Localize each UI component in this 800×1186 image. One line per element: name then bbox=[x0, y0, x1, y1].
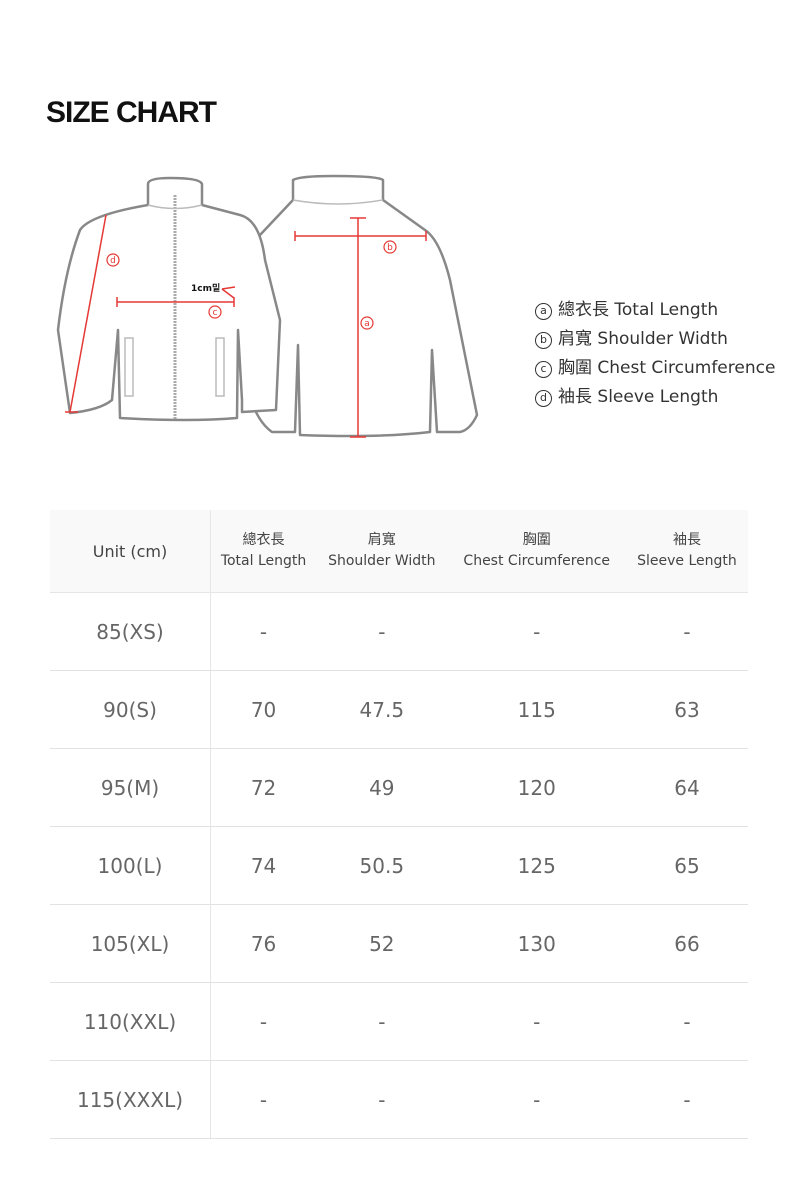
size-cell: 95(M) bbox=[50, 748, 211, 827]
column-header: 肩寬 Shoulder Width bbox=[316, 510, 448, 593]
value-cell: 50.5 bbox=[316, 826, 448, 905]
size-cell: 105(XL) bbox=[50, 904, 211, 983]
table-row: 90(S) 70 47.5 115 63 bbox=[50, 670, 748, 749]
value-cell: - bbox=[447, 1060, 626, 1139]
value-cell: 130 bbox=[447, 904, 626, 983]
jacket-back bbox=[243, 174, 479, 438]
value-cell: 65 bbox=[625, 826, 748, 905]
table-row: 95(M) 72 49 120 64 bbox=[50, 748, 748, 827]
value-cell: - bbox=[210, 1060, 317, 1139]
table-row: 110(XXL) - - - - bbox=[50, 982, 748, 1061]
unit-header: Unit (cm) bbox=[50, 510, 211, 593]
value-cell: 76 bbox=[210, 904, 317, 983]
label-d: d bbox=[110, 256, 116, 266]
column-header: 胸圍 Chest Circumference bbox=[447, 510, 626, 593]
table-row: 105(XL) 76 52 130 66 bbox=[50, 904, 748, 983]
size-cell: 100(L) bbox=[50, 826, 211, 905]
note-1cm: 1cm밑 bbox=[191, 282, 220, 294]
value-cell: 49 bbox=[316, 748, 448, 827]
value-cell: - bbox=[316, 592, 448, 671]
value-cell: - bbox=[625, 592, 748, 671]
jacket-diagram: d c b a 1cm밑 bbox=[56, 174, 479, 438]
size-cell: 85(XS) bbox=[50, 592, 211, 671]
value-cell: 52 bbox=[316, 904, 448, 983]
size-cell: 90(S) bbox=[50, 670, 211, 749]
size-cell: 115(XXXL) bbox=[50, 1060, 211, 1139]
legend-item: d 袖長 Sleeve Length bbox=[535, 383, 775, 412]
value-cell: - bbox=[316, 982, 448, 1061]
measurement-legend: a 總衣長 Total Length b 肩寬 Shoulder Width c 胸圍… bbox=[535, 296, 775, 412]
value-cell: 63 bbox=[625, 670, 748, 749]
value-cell: - bbox=[210, 982, 317, 1061]
value-cell: 74 bbox=[210, 826, 317, 905]
column-header: 袖長 Sleeve Length bbox=[625, 510, 748, 593]
legend-item: a 總衣長 Total Length bbox=[535, 296, 775, 325]
value-cell: 72 bbox=[210, 748, 317, 827]
table-row: 115(XXXL) - - - - bbox=[50, 1060, 748, 1139]
legend-item: c 胸圍 Chest Circumference bbox=[535, 354, 775, 383]
column-header: 總衣長 Total Length bbox=[210, 510, 317, 593]
table-row: 100(L) 74 50.5 125 65 bbox=[50, 826, 748, 905]
value-cell: - bbox=[625, 1060, 748, 1139]
value-cell: - bbox=[625, 982, 748, 1061]
value-cell: 125 bbox=[447, 826, 626, 905]
value-cell: - bbox=[447, 592, 626, 671]
value-cell: 66 bbox=[625, 904, 748, 983]
size-cell: 110(XXL) bbox=[50, 982, 211, 1061]
label-b: b bbox=[387, 243, 393, 253]
table-row: 85(XS) - - - - bbox=[50, 592, 748, 671]
value-cell: 64 bbox=[625, 748, 748, 827]
value-cell: - bbox=[447, 982, 626, 1061]
table-header: Unit (cm) 總衣長 Total Length 肩寬 Shoulder Wid… bbox=[50, 510, 748, 593]
label-c: c bbox=[213, 308, 218, 318]
page-title: SIZE CHART bbox=[46, 96, 217, 129]
value-cell: 115 bbox=[447, 670, 626, 749]
value-cell: - bbox=[316, 1060, 448, 1139]
value-cell: 120 bbox=[447, 748, 626, 827]
legend-item: b 肩寬 Shoulder Width bbox=[535, 325, 775, 354]
size-table: Unit (cm) 總衣長 Total Length 肩寬 Shoulder Wid… bbox=[50, 510, 748, 1139]
value-cell: 70 bbox=[210, 670, 317, 749]
value-cell: - bbox=[210, 592, 317, 671]
label-a: a bbox=[364, 319, 370, 329]
value-cell: 47.5 bbox=[316, 670, 448, 749]
